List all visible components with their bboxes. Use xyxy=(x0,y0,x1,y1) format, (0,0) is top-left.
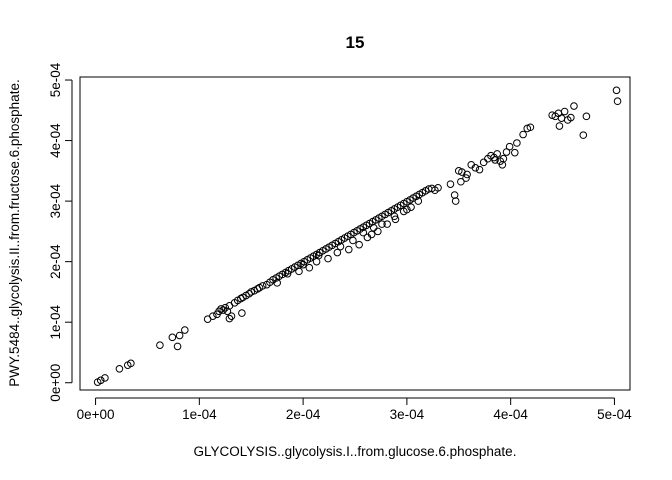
x-tick-label: 2e-04 xyxy=(286,407,321,422)
data-point xyxy=(258,282,267,290)
data-point xyxy=(96,376,105,385)
data-point xyxy=(227,312,236,320)
data-point xyxy=(314,251,323,260)
data-point xyxy=(324,254,332,263)
data-point xyxy=(612,86,621,95)
data-point xyxy=(446,180,455,188)
data-point xyxy=(181,326,189,334)
data-point xyxy=(471,164,480,172)
data-point xyxy=(369,223,378,232)
data-point xyxy=(333,248,342,257)
data-point xyxy=(390,212,399,221)
data-point xyxy=(513,139,521,147)
y-tick-label: 0e+00 xyxy=(48,364,63,402)
data-point xyxy=(383,220,391,228)
x-tick-label: 0e+00 xyxy=(77,407,115,422)
x-axis-label: GLYCOLYSIS..glycolysis.I..from.glucose.6… xyxy=(194,444,517,459)
data-point xyxy=(221,303,230,312)
y-tick-label: 1e-04 xyxy=(48,304,63,339)
data-point xyxy=(305,263,314,272)
data-point xyxy=(295,267,303,276)
data-point xyxy=(479,158,488,167)
data-point xyxy=(225,314,234,323)
y-tick-label: 2e-04 xyxy=(48,244,63,279)
data-points xyxy=(93,86,622,386)
x-axis: 0e+00 1e-04 2e-04 3e-04 4e-04 5e-04 xyxy=(77,397,632,422)
data-point xyxy=(462,174,470,182)
data-point xyxy=(355,240,363,249)
chart-title: 15 xyxy=(346,33,365,52)
data-point xyxy=(359,228,368,237)
data-point xyxy=(374,227,382,236)
x-tick-label: 3e-04 xyxy=(390,407,425,422)
data-point xyxy=(273,279,281,287)
data-point xyxy=(414,197,423,205)
data-point xyxy=(491,156,499,164)
data-point xyxy=(526,123,535,132)
data-point xyxy=(511,148,519,157)
data-point xyxy=(238,309,246,317)
data-point xyxy=(463,170,471,179)
data-point xyxy=(175,331,184,340)
data-point xyxy=(582,112,591,121)
y-tick-label: 3e-04 xyxy=(48,183,63,218)
data-point xyxy=(475,165,484,174)
data-point xyxy=(209,312,217,320)
x-tick-label: 5e-04 xyxy=(597,407,632,422)
data-point xyxy=(168,333,177,342)
data-point xyxy=(450,191,459,199)
data-point xyxy=(156,341,164,350)
data-point xyxy=(613,97,622,106)
data-point xyxy=(173,342,182,351)
data-point xyxy=(451,197,460,205)
data-point xyxy=(217,305,225,313)
data-point xyxy=(570,102,578,110)
data-point xyxy=(579,131,588,139)
data-point xyxy=(557,114,566,122)
data-point xyxy=(367,230,376,239)
data-point xyxy=(336,242,345,251)
x-tick-label: 4e-04 xyxy=(493,407,528,422)
x-tick-label: 1e-04 xyxy=(182,407,217,422)
y-tick-label: 4e-04 xyxy=(48,123,63,158)
data-point xyxy=(115,365,124,373)
data-point xyxy=(555,122,564,130)
data-point xyxy=(349,236,357,245)
data-point xyxy=(560,107,569,116)
data-point xyxy=(299,260,307,269)
data-point xyxy=(283,269,292,278)
data-point xyxy=(127,359,135,368)
data-point xyxy=(505,142,514,151)
data-point xyxy=(567,113,575,122)
y-axis-label: PWY.5484..glycolysis.II..from.fructose.6… xyxy=(7,79,22,386)
y-axis: 0e+00 1e-04 2e-04 3e-04 4e-04 5e-04 xyxy=(48,62,73,402)
data-point xyxy=(215,307,223,316)
data-point xyxy=(434,183,442,192)
data-point xyxy=(219,306,228,314)
data-point xyxy=(498,160,507,169)
data-point xyxy=(101,374,109,382)
y-tick-label: 5e-04 xyxy=(48,62,63,97)
data-point xyxy=(378,220,386,228)
data-point xyxy=(407,203,415,211)
data-point xyxy=(457,177,465,186)
plot-frame xyxy=(79,76,631,391)
data-point xyxy=(403,205,411,214)
data-point xyxy=(519,130,527,139)
data-point xyxy=(344,245,353,254)
